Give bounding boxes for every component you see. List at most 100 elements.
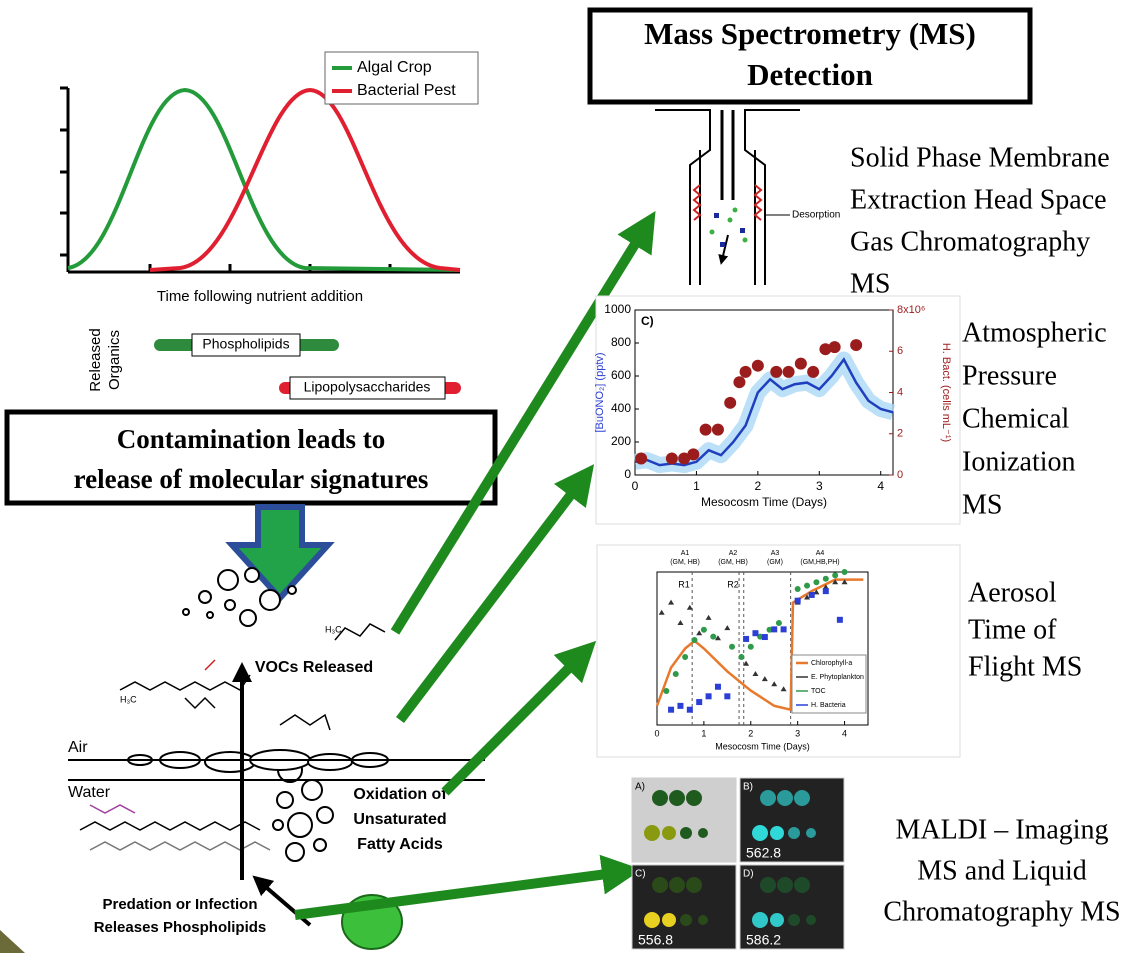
legend-label: Bacterial Pest [357,82,456,99]
growth-chart [60,51,479,274]
predation-text: Predation or Infection [102,896,257,913]
predation-text: Releases Phospholipids [94,919,267,936]
method-label: Pressure [962,360,1057,391]
maldi-panel [631,864,737,950]
annotation: A2 [729,550,738,557]
apci-chart: 0 1 2 3 4 0 200 400 600 800 1000 0 2 4 6 8x10⁶ Mesocosm … [594,302,952,509]
x-tick-label: 0 [654,728,659,738]
annotation: A4 [816,550,825,557]
maldi-panel [631,777,737,863]
spot [777,790,793,806]
data-point [635,452,648,465]
data-point [761,634,768,641]
spot [698,915,708,925]
y-tick-label: 200 [611,434,631,448]
contamination-box [4,409,498,506]
water-label: Water [68,784,111,801]
plot-area [656,571,869,726]
molecule-label: H₃C [325,624,342,634]
method-label: Atmospheric [962,317,1107,348]
legend-label: H. Bacteria [811,702,846,709]
spot [806,915,816,925]
spot [686,790,702,806]
spot [669,877,685,893]
x-tick-label: 3 [816,479,823,493]
y2-tick-label: 6 [897,345,903,357]
data-point [663,688,670,694]
data-point [686,706,693,713]
spot [752,825,768,841]
molecules [79,623,386,851]
data-point [822,575,829,582]
air-label: Air [68,739,88,756]
contamination-text: release of molecular signatures [74,464,429,494]
spot [698,828,708,838]
x-axis-label: Mesocosm Time (Days) [701,495,827,509]
data-point [771,626,778,633]
data-point [775,620,782,626]
data-point [752,671,759,676]
data-point [822,588,829,595]
label-box [289,376,446,400]
spot [752,912,768,928]
method-label: MS [962,489,1002,520]
annotation: (GM) [767,559,783,566]
data-point [747,643,754,650]
bubbles [127,567,389,862]
data-point [665,452,678,465]
data-point [714,635,721,641]
data-point [714,683,721,690]
data-point [770,365,783,378]
device-particles [709,207,748,247]
molecule-label: H₃C [120,694,137,704]
method-label: Chemical [962,403,1070,434]
data-point [677,620,684,625]
device-label: Desorption [792,210,840,221]
mass-label: 562.8 [746,845,781,861]
down-arrow [225,504,335,603]
data-point [832,572,839,579]
aerosol-chart: 0 1 2 3 4 Mesocosm Time (Days) A1 (GM, HB) A2 (GM… [654,550,869,751]
mass-label: 586.2 [746,932,781,948]
x-tick-label: 1 [693,479,700,493]
y2-tick-label: 2 [897,428,903,440]
method-label: Gas Chromatography [850,226,1090,257]
spot [806,828,816,838]
spot [770,826,784,840]
data-point [761,676,768,682]
panel-label: D) [743,869,754,880]
spot [760,877,776,893]
data-point [658,609,665,615]
y-tick-label: 800 [611,335,631,349]
y2-axis-label: H. Bact. (cells mL⁻¹) [940,343,952,442]
spot [788,914,800,926]
x-axis-label: Time following nutrient addition [157,288,363,305]
data-point [696,699,703,706]
x-tick-label: 3 [795,728,800,738]
spot [680,827,692,839]
data-point [696,630,703,636]
method-label: MS and Liquid [917,855,1087,886]
panel-label: B) [743,782,753,793]
apci-frame [595,295,961,525]
legend-label: E. Phytoplankton [811,674,864,681]
data-line [655,578,864,712]
legend-label: Algal Crop [357,59,432,76]
data-point [794,586,801,592]
data-point [813,579,820,586]
annotation: (GM, HB) [670,559,700,566]
method-label: MS [850,268,890,299]
data-point [832,579,839,585]
y2-tick-label: 8x10⁶ [897,304,925,316]
maldi-panel [739,864,845,950]
spot [644,912,660,928]
oxidation-text: Unsaturated [353,811,446,828]
method-label: Ionization [962,446,1076,477]
oxidation-text: Fatty Acids [357,836,443,853]
data-point [794,357,807,370]
oxidation-text: Oxidation of [353,786,447,803]
data-point [738,654,745,660]
data-point [766,626,773,633]
x-axis-label: Mesocosm Time (Days) [715,741,810,751]
x-tick-label: 2 [755,479,762,493]
